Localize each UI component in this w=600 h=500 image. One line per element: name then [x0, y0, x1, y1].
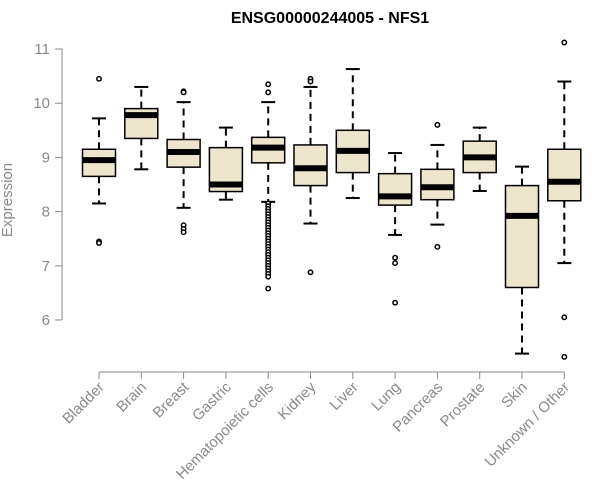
outlier-point	[392, 254, 399, 261]
x-tick-label: Lung	[368, 379, 404, 415]
y-tick-label: 6	[42, 312, 50, 329]
iqr-box	[547, 148, 582, 202]
outlier-point	[434, 121, 441, 128]
outlier-point	[96, 75, 102, 82]
y-tick-label: 8	[42, 204, 50, 221]
outlier-point	[392, 260, 399, 267]
box-lung: Lung	[368, 152, 413, 415]
outlier-point	[265, 285, 272, 292]
outlier-point	[561, 314, 568, 321]
outlier-point	[180, 229, 187, 236]
iqr-box	[504, 184, 540, 289]
y-axis-title: Expression	[0, 163, 16, 237]
box-liver: Liver	[327, 68, 371, 414]
box-bladder: Bladder	[59, 75, 117, 428]
chart-title: ENSG00000244005 - NFS1	[231, 10, 429, 27]
outlier-point	[180, 89, 187, 96]
outlier-point	[265, 81, 272, 88]
iqr-box	[377, 172, 413, 206]
outlier-point	[561, 39, 568, 46]
x-tick-label: Skin	[498, 379, 531, 412]
outlier-point	[392, 299, 399, 306]
outlier-point	[434, 243, 441, 250]
x-tick-label: Liver	[327, 379, 362, 414]
box-brain: Brain	[113, 85, 159, 416]
outlier-point	[561, 353, 568, 360]
y-tick-label: 7	[42, 258, 50, 275]
x-tick-label: Kidney	[275, 378, 320, 423]
y-tick-label: 10	[33, 95, 50, 112]
box-kidney: Kidney	[275, 75, 328, 423]
y-tick-label: 9	[42, 149, 50, 166]
y-tick-label: 11	[34, 41, 50, 58]
outlier-point	[265, 273, 272, 280]
box-skin: Skin	[498, 165, 540, 412]
outlier-point	[307, 78, 314, 85]
outlier-point	[307, 269, 314, 276]
box-gastric: Gastric	[189, 126, 244, 424]
x-tick-label: Breast	[150, 378, 193, 421]
outlier-point	[96, 240, 102, 246]
x-tick-label: Prostate	[437, 379, 489, 431]
outlier-point	[265, 89, 272, 96]
x-tick-label: Bladder	[59, 379, 108, 428]
x-tick-label: Brain	[113, 379, 150, 416]
